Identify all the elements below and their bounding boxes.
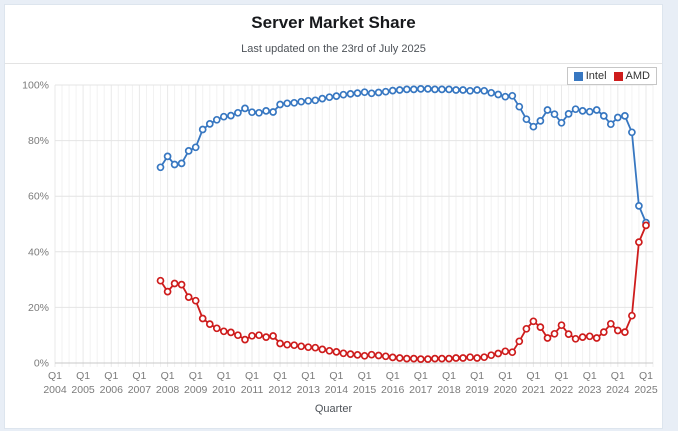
svg-text:Q1: Q1 bbox=[611, 370, 625, 382]
svg-text:Q1: Q1 bbox=[526, 370, 540, 382]
svg-text:2019: 2019 bbox=[465, 384, 489, 396]
svg-text:2010: 2010 bbox=[212, 384, 236, 396]
svg-text:Q1: Q1 bbox=[414, 370, 428, 382]
svg-text:Q1: Q1 bbox=[498, 370, 512, 382]
svg-text:2022: 2022 bbox=[550, 384, 574, 396]
svg-text:2020: 2020 bbox=[494, 384, 518, 396]
svg-text:2018: 2018 bbox=[437, 384, 461, 396]
svg-text:Q1: Q1 bbox=[161, 370, 175, 382]
x-axis-title: Quarter bbox=[314, 403, 353, 415]
chart-card: Server Market Share Last updated on the … bbox=[4, 4, 663, 429]
svg-text:2023: 2023 bbox=[578, 384, 602, 396]
svg-text:60%: 60% bbox=[28, 191, 49, 203]
svg-text:40%: 40% bbox=[28, 246, 49, 258]
svg-text:100%: 100% bbox=[22, 80, 49, 92]
svg-text:2005: 2005 bbox=[71, 384, 95, 396]
last-updated-text: Last updated on the 23rd of July 2025 bbox=[241, 43, 426, 55]
svg-text:2013: 2013 bbox=[297, 384, 321, 396]
svg-text:20%: 20% bbox=[28, 302, 49, 314]
chart-header: Server Market Share Last updated on the … bbox=[5, 5, 662, 55]
amd-series-swatch bbox=[613, 71, 623, 81]
svg-text:2007: 2007 bbox=[128, 384, 152, 396]
intel-series-swatch bbox=[573, 71, 583, 81]
svg-text:Q1: Q1 bbox=[386, 370, 400, 382]
svg-text:Q1: Q1 bbox=[189, 370, 203, 382]
legend-label-intel: Intel bbox=[585, 70, 607, 82]
legend-label-amd: AMD bbox=[625, 70, 650, 82]
svg-text:80%: 80% bbox=[28, 135, 49, 147]
svg-text:2006: 2006 bbox=[100, 384, 124, 396]
svg-text:Q1: Q1 bbox=[470, 370, 484, 382]
svg-text:Q1: Q1 bbox=[76, 370, 90, 382]
svg-text:2017: 2017 bbox=[409, 384, 433, 396]
svg-text:Q1: Q1 bbox=[48, 370, 62, 382]
svg-text:2004: 2004 bbox=[43, 384, 67, 396]
svg-text:2012: 2012 bbox=[268, 384, 292, 396]
svg-text:Q1: Q1 bbox=[132, 370, 146, 382]
svg-text:0%: 0% bbox=[34, 358, 49, 370]
svg-text:2024: 2024 bbox=[606, 384, 630, 396]
svg-text:Q1: Q1 bbox=[329, 370, 343, 382]
page-title: Server Market Share bbox=[251, 13, 416, 32]
svg-text:Q1: Q1 bbox=[273, 370, 287, 382]
line-chart-canvas: 0% 20% 40% 60% 80% 100% Q1 2004 Q1 2005 Q1 2006 Q1 20… bbox=[22, 80, 658, 397]
svg-text:Q1: Q1 bbox=[358, 370, 372, 382]
svg-text:2009: 2009 bbox=[184, 384, 208, 396]
svg-text:2011: 2011 bbox=[241, 384, 264, 396]
svg-text:Q1: Q1 bbox=[217, 370, 231, 382]
svg-text:Q1: Q1 bbox=[301, 370, 315, 382]
legend-item-amd[interactable]: AMD bbox=[613, 70, 650, 82]
legend-item-intel[interactable]: Intel bbox=[573, 70, 607, 82]
svg-text:Q1: Q1 bbox=[639, 370, 653, 382]
chart-legend: Intel AMD bbox=[566, 67, 657, 85]
svg-text:Q1: Q1 bbox=[442, 370, 456, 382]
svg-text:Q1: Q1 bbox=[554, 370, 568, 382]
svg-text:2008: 2008 bbox=[156, 384, 180, 396]
svg-text:2015: 2015 bbox=[353, 384, 377, 396]
chart-panel: Intel AMD 0% 20% 40% 60% 80% 100% Q1 2004 Q1 2005… bbox=[5, 63, 662, 415]
svg-text:2014: 2014 bbox=[325, 384, 349, 396]
svg-text:2016: 2016 bbox=[381, 384, 405, 396]
svg-text:Q1: Q1 bbox=[583, 370, 597, 382]
svg-text:Q1: Q1 bbox=[104, 370, 118, 382]
svg-text:2025: 2025 bbox=[634, 384, 658, 396]
svg-text:Q1: Q1 bbox=[245, 370, 259, 382]
svg-text:2021: 2021 bbox=[522, 384, 546, 396]
